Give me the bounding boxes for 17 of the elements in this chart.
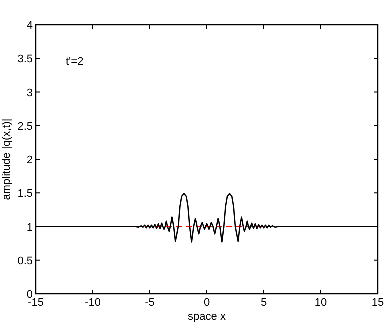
y-tick-label: 1: [26, 222, 33, 234]
x-tick-label: 10: [314, 297, 328, 309]
x-tick-label: 15: [372, 297, 384, 309]
y-tick-label: 1.5: [18, 188, 33, 200]
y-tick-label: 4: [26, 20, 33, 32]
x-axis-title: space x: [188, 311, 226, 323]
x-tick-label: -10: [85, 297, 101, 309]
y-tick-label: 3.5: [18, 54, 33, 66]
annotation: t'=2: [66, 56, 84, 68]
y-tick-label: 3: [26, 87, 33, 100]
y-tick-label: 2.5: [18, 120, 33, 133]
x-tick-label: -5: [145, 297, 155, 309]
y-tick-label: 0.5: [18, 255, 33, 268]
y-axis-title: amplitude |q(x,t)|: [1, 118, 13, 200]
x-tick-label: 0: [204, 297, 210, 309]
y-tick-label: 2: [26, 154, 33, 166]
x-tick-label: 5: [260, 297, 268, 309]
